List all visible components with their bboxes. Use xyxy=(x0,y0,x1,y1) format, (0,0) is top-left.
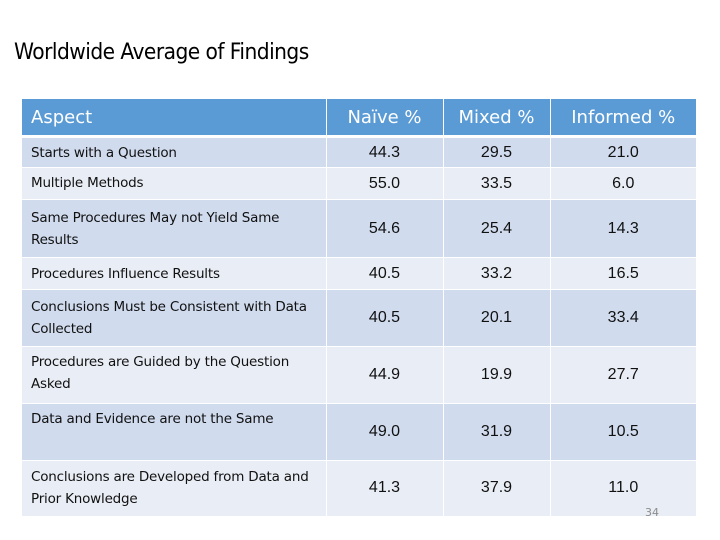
informed-cell: 27.7 xyxy=(549,346,696,404)
informed-cell: 11.0 xyxy=(549,460,696,516)
aspect-cell: Multiple Methods xyxy=(22,167,326,200)
header-naive: Naïve % xyxy=(325,99,443,138)
slide-title: Worldwide Average of Findings xyxy=(14,40,309,65)
table-header-row: Aspect Naïve % Mixed % Informed % xyxy=(22,99,696,138)
mixed-cell: 25.4 xyxy=(442,199,550,258)
table-row: Same Procedures May not Yield Same Resul… xyxy=(22,199,696,258)
informed-cell: 6.0 xyxy=(549,167,696,200)
table-row: Conclusions are Developed from Data and … xyxy=(22,460,696,516)
naive-cell: 40.5 xyxy=(325,257,443,290)
naive-cell: 55.0 xyxy=(325,167,443,200)
table-row: Procedures Influence Results 40.5 33.2 1… xyxy=(22,257,696,290)
table-row: Starts with a Question 44.3 29.5 21.0 xyxy=(22,136,696,168)
informed-cell: 33.4 xyxy=(549,289,696,347)
aspect-cell: Same Procedures May not Yield Same Resul… xyxy=(22,199,326,258)
page-number: 34 xyxy=(645,506,659,519)
table-row: Procedures are Guided by the Question As… xyxy=(22,346,696,404)
informed-cell: 14.3 xyxy=(549,199,696,258)
aspect-cell: Conclusions Must be Consistent with Data… xyxy=(22,289,326,347)
informed-cell: 10.5 xyxy=(549,403,696,461)
informed-cell: 21.0 xyxy=(549,136,696,168)
mixed-cell: 19.9 xyxy=(442,346,550,404)
mixed-cell: 31.9 xyxy=(442,403,550,461)
header-informed: Informed % xyxy=(549,99,696,138)
naive-cell: 41.3 xyxy=(325,460,443,516)
mixed-cell: 20.1 xyxy=(442,289,550,347)
header-aspect: Aspect xyxy=(22,99,326,138)
mixed-cell: 29.5 xyxy=(442,136,550,168)
mixed-cell: 33.5 xyxy=(442,167,550,200)
informed-cell: 16.5 xyxy=(549,257,696,290)
naive-cell: 54.6 xyxy=(325,199,443,258)
aspect-cell: Procedures are Guided by the Question As… xyxy=(22,346,326,404)
aspect-cell: Data and Evidence are not the Same xyxy=(22,403,326,461)
findings-table: Aspect Naïve % Mixed % Informed % Starts… xyxy=(22,99,696,516)
mixed-cell: 37.9 xyxy=(442,460,550,516)
mixed-cell: 33.2 xyxy=(442,257,550,290)
header-mixed: Mixed % xyxy=(442,99,550,138)
table-row: Data and Evidence are not the Same 49.0 … xyxy=(22,403,696,461)
table-row: Conclusions Must be Consistent with Data… xyxy=(22,289,696,347)
aspect-cell: Procedures Influence Results xyxy=(22,257,326,290)
table-row: Multiple Methods 55.0 33.5 6.0 xyxy=(22,167,696,200)
aspect-cell: Conclusions are Developed from Data and … xyxy=(22,460,326,516)
aspect-cell: Starts with a Question xyxy=(22,136,326,168)
naive-cell: 44.9 xyxy=(325,346,443,404)
naive-cell: 49.0 xyxy=(325,403,443,461)
naive-cell: 44.3 xyxy=(325,136,443,168)
naive-cell: 40.5 xyxy=(325,289,443,347)
